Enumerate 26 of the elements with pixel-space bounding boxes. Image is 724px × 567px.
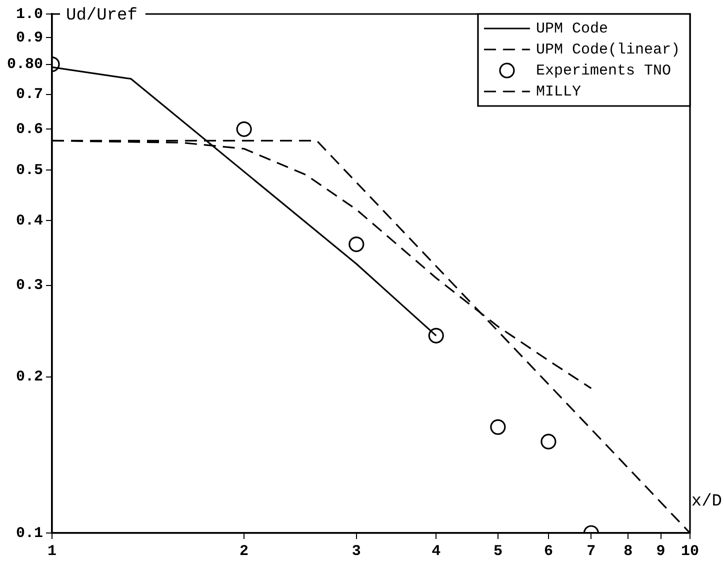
y-tick-label: 0.7 — [16, 86, 44, 104]
x-tick-label: 2 — [240, 542, 249, 560]
x-tick-label: 8 — [624, 542, 633, 560]
x-tick-label: 7 — [586, 542, 596, 560]
x-tick-label: 5 — [493, 542, 502, 560]
x-tick-label: 10 — [680, 542, 700, 560]
x-tick-label: 6 — [544, 542, 553, 560]
y-tick-label: 0.9 — [16, 30, 44, 47]
y-tick-label: 0.4 — [16, 212, 44, 230]
y-tick-label: 0.3 — [16, 277, 44, 294]
legend-label: UPM Code — [536, 20, 608, 38]
y-tick-label: 0.2 — [16, 368, 44, 386]
y-axis-title: Ud/Uref — [66, 6, 138, 26]
y-tick-label: 0.5 — [16, 162, 44, 180]
legend-label: MILLY — [536, 83, 581, 100]
x-tick-label: 9 — [656, 542, 666, 560]
y-tick-label: 0.1 — [16, 524, 44, 542]
x-tick-label: 1 — [48, 542, 57, 560]
y-tick-label: 0.80 — [6, 56, 44, 74]
y-tick-label: 0.6 — [16, 120, 44, 138]
legend-label: UPM Code(linear) — [536, 41, 680, 58]
x-axis-title: x/D — [691, 492, 722, 512]
x-tick-label: 4 — [432, 542, 441, 560]
x-tick-label: 3 — [352, 542, 361, 560]
legend-label: Experiments TNO — [536, 62, 672, 80]
y-tick-label: 1.0 — [16, 6, 44, 23]
